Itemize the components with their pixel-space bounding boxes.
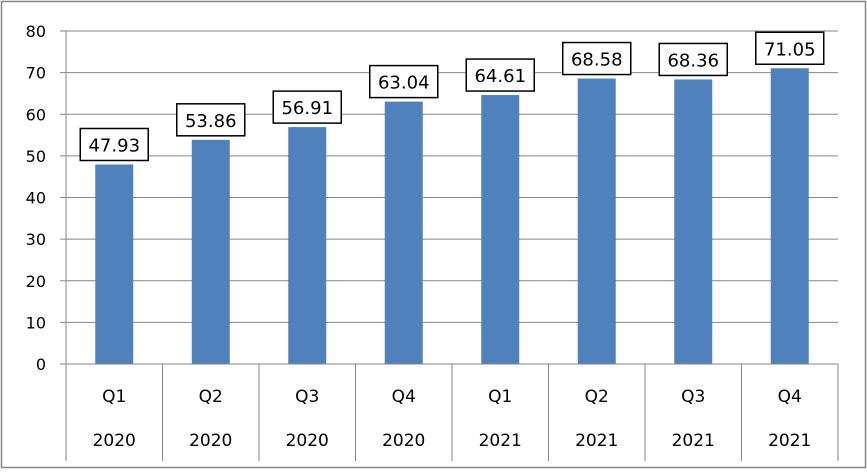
x-tick-label-year: 2021 [768, 431, 811, 451]
bars [95, 68, 809, 365]
data-labels: 47.93 53.86 56.91 63.04 64.61 68.58 68.36 71.05 [79, 31, 825, 162]
x-tick-label-quarter: Q2 [199, 387, 223, 407]
y-tick-label: 30 [26, 230, 46, 249]
axes [60, 30, 839, 461]
y-tick-label: 60 [26, 105, 46, 124]
data-label: 68.58 [571, 50, 623, 71]
data-label-box [755, 31, 825, 66]
data-label: 63.04 [378, 73, 430, 94]
x-tick-label-quarter: Q4 [392, 387, 416, 407]
y-tick-label: 80 [26, 22, 46, 41]
data-label-box [369, 64, 439, 99]
x-tick-label-year: 2020 [93, 431, 136, 451]
bar [674, 79, 713, 364]
x-tick-label-year: 2020 [286, 431, 329, 451]
data-label-box [658, 42, 728, 77]
x-tick-labels: Q1 2020 Q2 2020 Q3 2020 Q4 2020 Q1 2021 Q2 2021 Q3 20… [93, 387, 812, 451]
x-tick-label-quarter: Q3 [681, 387, 705, 407]
y-tick-label: 0 [36, 355, 46, 374]
bar [577, 78, 616, 364]
bar [481, 95, 520, 364]
x-tick-label-year: 2021 [479, 431, 522, 451]
data-label: 71.05 [764, 39, 816, 60]
data-label: 68.36 [667, 50, 719, 71]
bar [288, 127, 327, 364]
x-tick-label-quarter: Q4 [778, 387, 802, 407]
x-tick-label-quarter: Q1 [488, 387, 512, 407]
data-label: 64.61 [474, 66, 526, 87]
data-label: 56.91 [281, 98, 333, 119]
data-label-box [79, 127, 149, 162]
bar [95, 164, 134, 364]
x-tick-label-year: 2020 [189, 431, 232, 451]
data-label-box [465, 58, 535, 92]
y-tick-label: 20 [26, 272, 46, 291]
x-tick-label-quarter: Q3 [295, 387, 319, 407]
y-tick-label: 10 [26, 313, 46, 332]
x-tick-label-year: 2021 [575, 431, 618, 451]
y-tick-label: 50 [26, 147, 46, 166]
bar [770, 68, 809, 365]
y-tick-label: 40 [26, 189, 46, 208]
bar [191, 139, 230, 364]
x-tick-label-year: 2021 [672, 431, 715, 451]
x-tick-label-year: 2020 [382, 431, 425, 451]
data-label-box [176, 103, 246, 137]
data-label-box [562, 41, 632, 76]
bar [384, 101, 423, 364]
x-tick-label-quarter: Q2 [585, 387, 609, 407]
y-tick-labels: 0 10 20 30 40 50 60 70 80 [26, 22, 46, 374]
y-tick-label: 70 [26, 64, 46, 83]
data-label-box [272, 90, 342, 124]
data-label: 47.93 [88, 135, 140, 156]
data-label: 53.86 [185, 111, 237, 132]
x-tick-label-quarter: Q1 [102, 387, 126, 407]
